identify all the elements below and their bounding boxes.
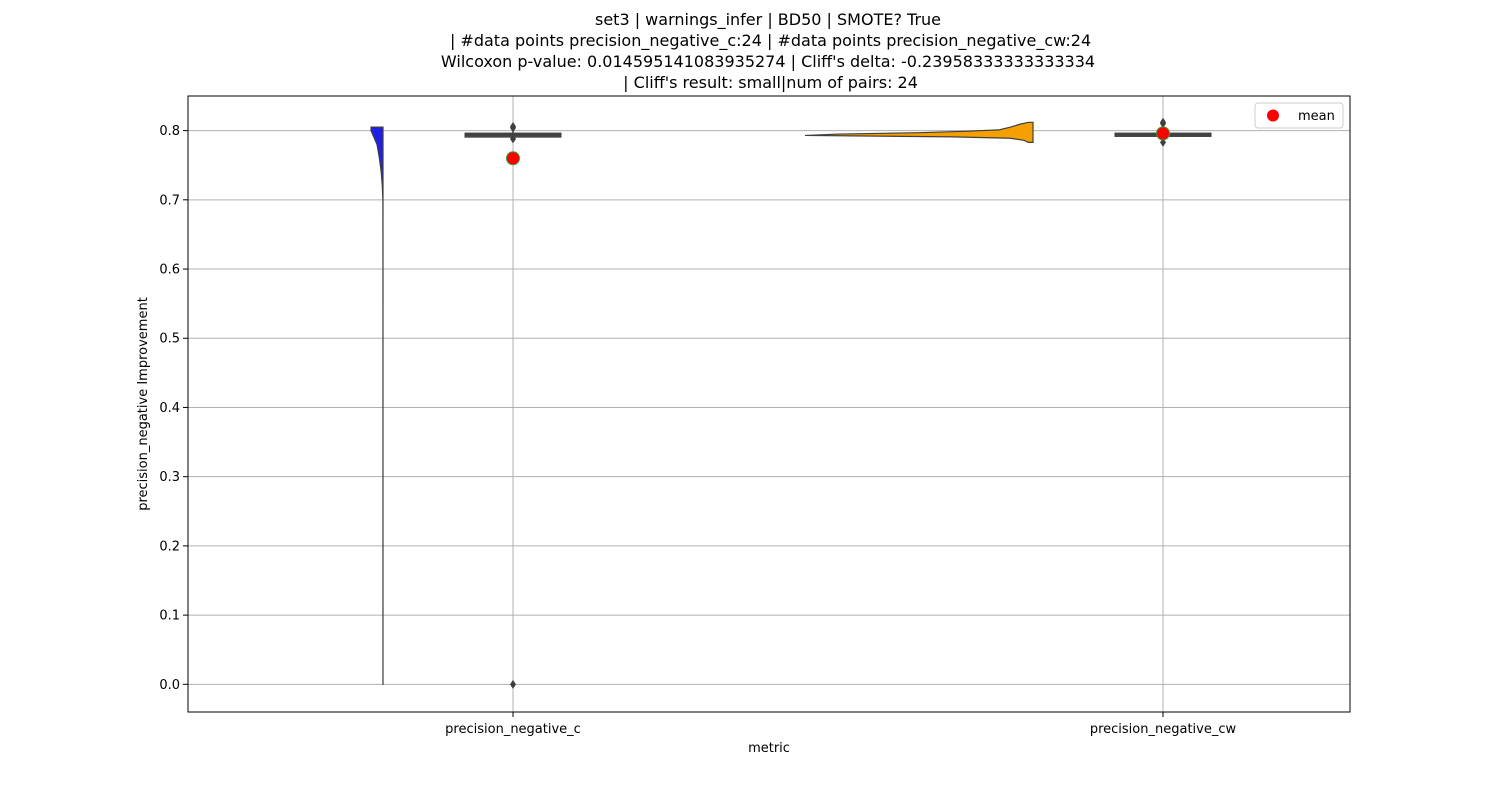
y-tick-label: 0.8 [159, 124, 180, 139]
violin-layer [370, 121, 1034, 685]
outlier-point [510, 679, 516, 689]
y-tick-label: 0.2 [159, 539, 180, 554]
violin-precision_negative_cw [804, 121, 1034, 143]
outlier-point [510, 121, 516, 131]
chart-title-line-2: | #data points precision_negative_c:24 |… [445, 31, 1091, 51]
mean-marker-precision_negative_c [506, 151, 520, 166]
legend-mean-marker [1267, 109, 1279, 122]
y-tick-label: 0.7 [159, 193, 180, 208]
chart-title-line-3: Wilcoxon p-value: 0.014595141083935274 |… [441, 52, 1095, 71]
x-tick-label-2: precision_negative_cw [1090, 722, 1237, 737]
y-tick-label: 0.1 [159, 609, 180, 624]
y-tick-label: 0.5 [159, 332, 180, 347]
x-axis-label: metric [748, 741, 790, 756]
x-tick-layer: precision_negative_c precision_negative_c… [445, 712, 1237, 737]
legend-box [1254, 102, 1344, 129]
y-tick-label: 0.4 [159, 401, 180, 416]
legend: mean [1254, 102, 1344, 129]
violin-precision_negative_c [370, 126, 384, 685]
chart-title-line-1: set3 | warnings_infer | BD50 | SMOTE? Tr… [595, 10, 941, 30]
y-tick-label: 0.0 [159, 678, 180, 693]
y-axis-label: precision_negative Improvement [136, 297, 151, 511]
mean-marker-precision_negative_cw [1156, 126, 1170, 141]
grid-layer [188, 96, 1350, 712]
plot-area [188, 96, 1350, 712]
outlier-point [510, 134, 516, 144]
x-tick-label-1: precision_negative_c [445, 722, 581, 737]
y-tick-layer: 0.0 0.1 0.2 0.3 0.4 0.5 0.6 0.7 0.8 [159, 124, 188, 693]
legend-label-mean: mean [1298, 109, 1335, 124]
y-tick-label: 0.6 [159, 263, 180, 278]
y-tick-label: 0.3 [159, 470, 180, 485]
chart-title-line-4: | Cliff's result: small|num of pairs: 24 [618, 73, 918, 92]
point-layer [506, 117, 1170, 689]
plot-frame [187, 95, 1351, 713]
outlier-point [1160, 117, 1166, 127]
